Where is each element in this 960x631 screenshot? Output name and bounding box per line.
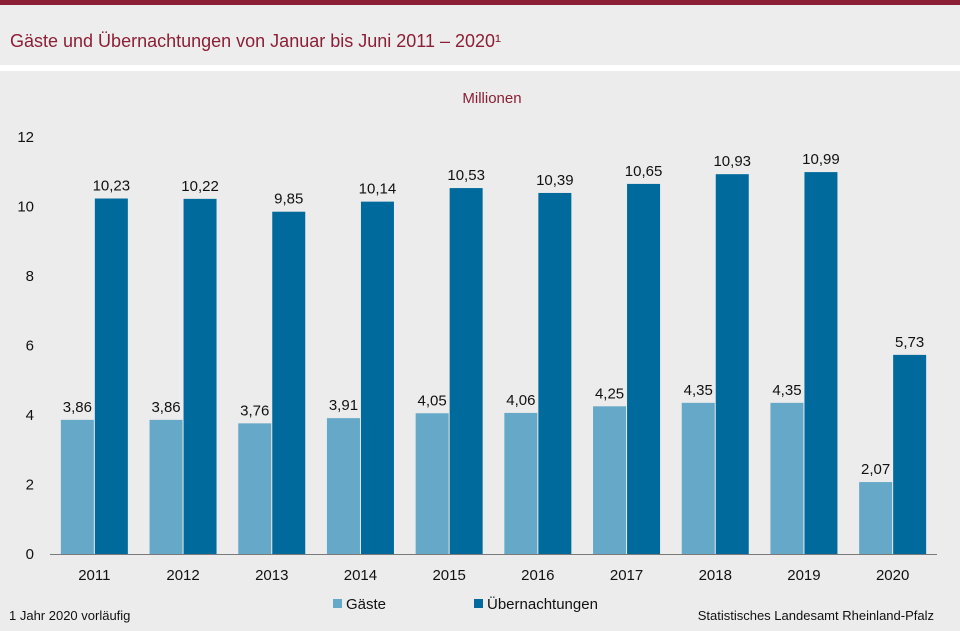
x-tick-label: 2014 xyxy=(344,567,377,584)
data-label: 4,05 xyxy=(418,392,447,409)
footnote: 1 Jahr 2020 vorläufig xyxy=(9,608,131,623)
data-label: 10,14 xyxy=(359,181,397,198)
bar-gaeste xyxy=(859,482,893,554)
data-label: 3,86 xyxy=(151,399,180,416)
chart-title: Gäste und Übernachtungen von Januar bis … xyxy=(10,31,502,51)
bar-gaeste xyxy=(149,419,183,554)
bar-gaeste xyxy=(770,402,804,554)
data-label: 4,06 xyxy=(506,392,535,409)
y-tick-label: 2 xyxy=(26,477,34,494)
data-label: 10,22 xyxy=(181,178,219,195)
x-tick-label: 2018 xyxy=(699,567,732,584)
data-label: 3,91 xyxy=(329,397,358,414)
x-tick-label: 2017 xyxy=(610,567,643,584)
top-accent-bar xyxy=(0,0,960,5)
data-label: 4,35 xyxy=(684,382,713,399)
bar-uebernachtungen xyxy=(183,198,217,555)
bar-gaeste xyxy=(238,423,272,554)
source-label: Statistisches Landesamt Rheinland-Pfalz xyxy=(697,608,934,623)
bar-gaeste xyxy=(326,418,360,554)
y-tick-label: 0 xyxy=(26,546,34,563)
bar-uebernachtungen xyxy=(272,211,306,554)
bar-uebernachtungen xyxy=(893,354,927,554)
data-label: 3,76 xyxy=(240,402,269,419)
data-label: 10,23 xyxy=(93,178,131,195)
bar-uebernachtungen xyxy=(94,198,128,554)
bar-uebernachtungen xyxy=(360,201,394,554)
legend-swatch-uebernachtungen xyxy=(474,599,483,608)
bar-gaeste xyxy=(60,419,94,554)
chart-header: Gäste und Übernachtungen von Januar bis … xyxy=(0,5,960,71)
y-tick-label: 6 xyxy=(26,338,34,355)
x-tick-label: 2011 xyxy=(78,567,110,584)
y-tick-label: 12 xyxy=(17,129,34,146)
y-tick-label: 10 xyxy=(17,199,34,216)
bar-uebernachtungen xyxy=(627,183,661,554)
data-label: 10,93 xyxy=(713,153,751,170)
legend-label: Übernachtungen xyxy=(487,595,598,613)
legend-swatch-gaeste xyxy=(333,599,342,608)
bar-gaeste xyxy=(415,413,449,554)
x-tick-label: 2019 xyxy=(787,567,820,584)
bar-gaeste xyxy=(504,412,538,554)
data-label: 4,25 xyxy=(595,385,624,402)
data-label: 9,85 xyxy=(274,191,303,208)
legend-label: Gäste xyxy=(346,596,386,613)
data-label: 10,99 xyxy=(802,151,840,168)
data-label: 10,39 xyxy=(536,172,574,189)
bar-uebernachtungen xyxy=(804,172,838,554)
unit-label: Millionen xyxy=(462,90,522,107)
x-tick-label: 2020 xyxy=(876,567,909,584)
bar-uebernachtungen xyxy=(538,192,572,554)
x-tick-label: 2012 xyxy=(166,567,199,584)
bar-gaeste xyxy=(681,402,715,554)
bar-uebernachtungen xyxy=(449,188,483,554)
data-label: 10,65 xyxy=(625,163,663,180)
x-tick-label: 2016 xyxy=(521,567,554,584)
data-label: 5,73 xyxy=(895,334,924,351)
y-tick-label: 8 xyxy=(26,268,34,285)
bar-gaeste xyxy=(593,406,627,554)
data-label: 2,07 xyxy=(861,461,890,478)
x-tick-label: 2015 xyxy=(432,567,465,584)
bar-uebernachtungen xyxy=(715,174,749,554)
data-label: 10,53 xyxy=(447,167,485,184)
x-tick-label: 2013 xyxy=(255,567,288,584)
y-tick-label: 4 xyxy=(26,407,34,424)
data-label: 4,35 xyxy=(772,382,801,399)
data-label: 3,86 xyxy=(63,399,92,416)
